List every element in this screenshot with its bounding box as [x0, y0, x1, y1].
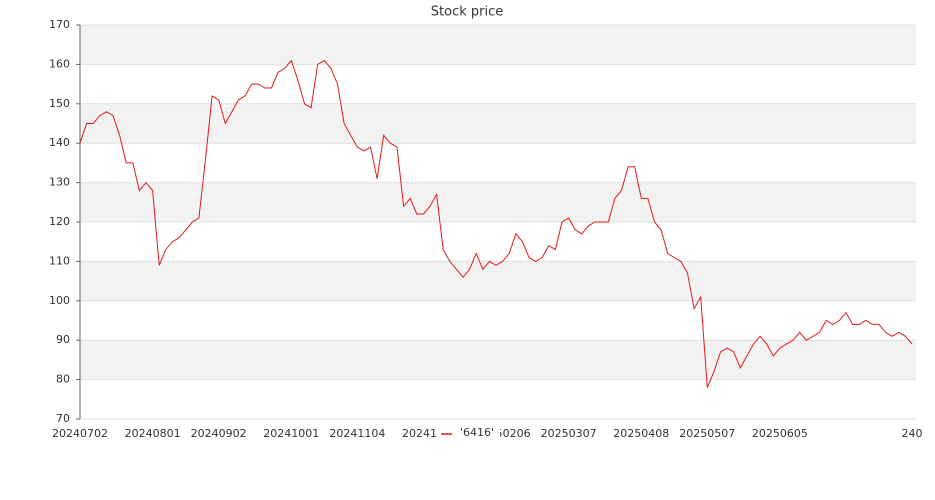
x-tick-label: 20250507	[679, 427, 735, 440]
y-tick-label: 100	[49, 294, 70, 307]
x-tick-label: 20241104	[329, 427, 385, 440]
grid-band	[80, 103, 916, 144]
x-tick-label: 20241001	[263, 427, 319, 440]
grid-band	[80, 261, 916, 301]
y-tick-label: 140	[49, 136, 70, 149]
y-tick-label: 80	[56, 373, 70, 386]
x-tick-label: 20240702	[52, 427, 108, 440]
y-tick-label: 170	[49, 18, 70, 31]
x-tick-label: 20240902	[191, 427, 247, 440]
y-tick-label: 70	[56, 412, 70, 425]
line-series	[79, 59, 913, 388]
grid-band	[80, 182, 916, 222]
x-tick-label: 20250307	[541, 427, 597, 440]
legend-label: '6416'	[460, 426, 494, 439]
y-tick-label: 150	[49, 97, 70, 110]
y-tick-label: 160	[49, 57, 70, 70]
grid-band	[80, 340, 916, 380]
x-tick-label: 20240801	[125, 427, 181, 440]
x-tick-label: 240	[902, 427, 923, 440]
chart-title: Stock price	[431, 5, 503, 20]
legend: '6416'	[437, 424, 500, 442]
y-tick-label: 120	[49, 215, 70, 228]
x-tick-label: 20250408	[613, 427, 669, 440]
y-tick-label: 110	[49, 254, 70, 267]
grid-band	[80, 25, 916, 65]
x-tick-label: 20250605	[752, 427, 808, 440]
y-tick-label: 130	[49, 176, 70, 189]
legend-background	[437, 424, 500, 442]
y-tick-label: 90	[56, 333, 70, 346]
